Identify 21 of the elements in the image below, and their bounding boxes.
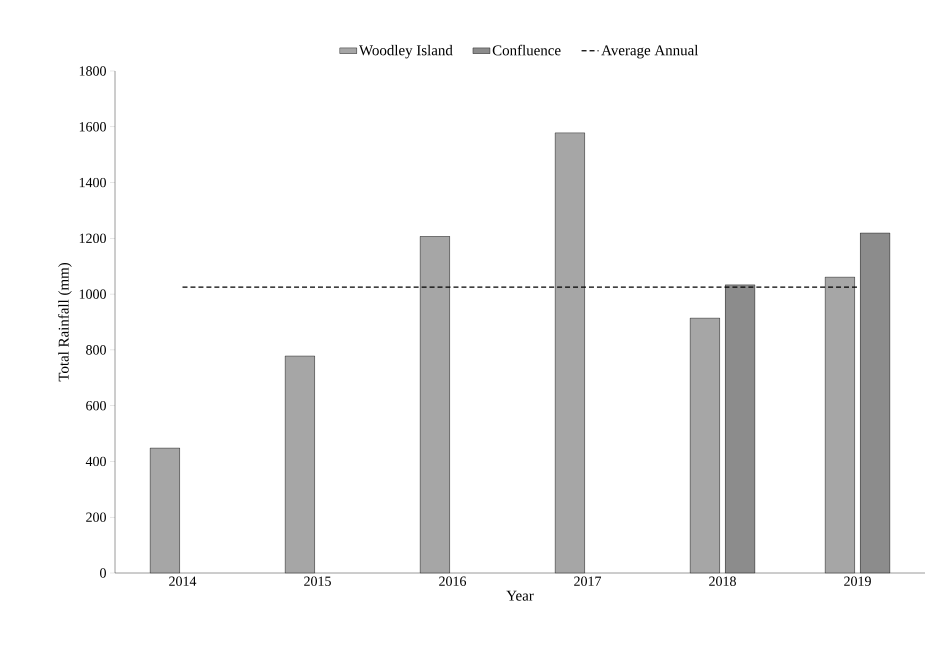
y-tick-label: 1400 <box>80 178 106 188</box>
legend-label: Average Annual <box>601 44 698 58</box>
y-tick-label: 600 <box>86 400 106 410</box>
x-tick-label: 2017 <box>574 576 602 586</box>
x-axis-title: Year <box>506 590 534 601</box>
x-tick-label: 2014 <box>169 576 196 586</box>
y-tick-label: 800 <box>86 345 106 355</box>
x-tick-label: 2015 <box>304 576 331 586</box>
x-tick-label: 2016 <box>439 576 466 586</box>
x-tick-label: 2018 <box>709 576 736 586</box>
y-tick-label: 0 <box>100 568 106 578</box>
legend-label: Woodley Island <box>359 44 453 58</box>
y-tick-label: 1600 <box>80 122 106 132</box>
y-tick-label: 400 <box>86 456 106 466</box>
y-tick-label: 1200 <box>80 234 106 244</box>
y-axis-title: Total Rainfall (mm) <box>58 262 72 382</box>
x-tick-label: 2019 <box>844 576 871 586</box>
y-tick-label: 1000 <box>80 289 106 299</box>
y-tick-label: 1800 <box>80 66 106 76</box>
legend-label: Confluence <box>492 44 561 56</box>
y-tick-label: 200 <box>86 512 106 522</box>
